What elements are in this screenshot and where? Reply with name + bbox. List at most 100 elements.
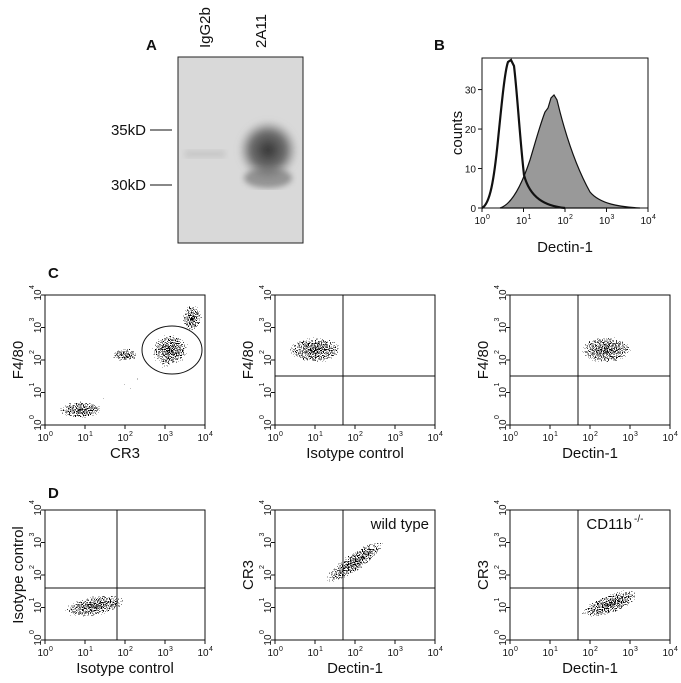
y-tick-label: 10	[263, 289, 274, 301]
y-tick-exponent: 1	[259, 383, 266, 387]
annotation-superscript: -/-	[634, 514, 643, 525]
y-axis-label: F4/80	[10, 341, 27, 379]
x-tick-exponent: 4	[439, 646, 443, 653]
x-tick-exponent: 3	[634, 646, 638, 653]
y-tick-exponent: 2	[29, 350, 36, 354]
x-tick-label: 10	[117, 433, 129, 444]
y-tick-label: 10	[498, 634, 509, 646]
y-axis-label: counts	[449, 111, 466, 155]
y-tick-label: 20	[465, 125, 477, 136]
x-tick-label: 10	[387, 433, 399, 444]
panel-label: A	[146, 37, 157, 54]
marker-label: 30kD	[111, 177, 146, 194]
x-tick-exponent: 1	[319, 431, 323, 438]
x-tick-label: 10	[197, 648, 209, 659]
x-tick-label: 10	[662, 648, 674, 659]
x-tick-exponent: 3	[399, 646, 403, 653]
quadrants	[45, 295, 670, 640]
x-tick-exponent: 2	[569, 214, 573, 221]
x-tick-label: 10	[557, 216, 569, 227]
y-tick-label: 10	[498, 387, 509, 399]
y-tick-label: 10	[498, 289, 509, 301]
y-tick-exponent: 4	[29, 500, 36, 504]
y-tick-exponent: 4	[259, 500, 266, 504]
x-tick-label: 10	[474, 216, 486, 227]
y-tick-exponent: 0	[259, 415, 266, 419]
x-tick-exponent: 0	[279, 431, 283, 438]
x-tick-label: 10	[157, 433, 169, 444]
x-tick-exponent: 2	[129, 431, 133, 438]
y-tick-label: 10	[33, 354, 44, 366]
x-tick-label: 10	[37, 433, 49, 444]
y-tick-exponent: 3	[259, 533, 266, 537]
y-tick-exponent: 2	[259, 565, 266, 569]
y-axis-label: F4/80	[240, 341, 257, 379]
x-tick-label: 10	[640, 216, 652, 227]
y-tick-exponent: 0	[494, 630, 501, 634]
y-tick-label: 10	[33, 537, 44, 549]
x-tick-exponent: 4	[439, 431, 443, 438]
y-tick-label: 10	[465, 165, 477, 176]
x-tick-label: 10	[307, 433, 319, 444]
x-axis-label: Dectin-1	[562, 445, 618, 462]
y-tick-exponent: 3	[494, 318, 501, 322]
x-tick-label: 10	[542, 648, 554, 659]
x-tick-label: 10	[427, 433, 439, 444]
x-tick-exponent: 2	[594, 431, 598, 438]
y-tick-label: 10	[263, 569, 274, 581]
y-tick-exponent: 0	[259, 630, 266, 634]
y-tick-label: 10	[498, 537, 509, 549]
x-tick-exponent: 4	[652, 214, 656, 221]
y-tick-label: 30	[465, 86, 477, 97]
blot-band	[244, 168, 292, 188]
x-tick-label: 10	[516, 216, 528, 227]
x-tick-exponent: 0	[486, 214, 490, 221]
x-tick-label: 10	[157, 648, 169, 659]
y-axis-label: CR3	[475, 560, 492, 590]
x-tick-exponent: 1	[319, 646, 323, 653]
y-tick-exponent: 3	[29, 318, 36, 322]
x-tick-label: 10	[427, 648, 439, 659]
y-axis-label: CR3	[240, 560, 257, 590]
y-tick-exponent: 1	[29, 383, 36, 387]
x-tick-label: 10	[347, 433, 359, 444]
y-tick-label: 10	[33, 387, 44, 399]
y-tick-exponent: 1	[29, 598, 36, 602]
x-tick-exponent: 4	[209, 646, 213, 653]
x-tick-label: 10	[502, 648, 514, 659]
panel-label: D	[48, 485, 59, 502]
y-tick-label: 10	[263, 322, 274, 334]
blot-band	[185, 150, 225, 158]
gate	[141, 325, 203, 375]
x-tick-label: 10	[77, 648, 89, 659]
y-tick-exponent: 0	[494, 415, 501, 419]
x-tick-label: 10	[502, 433, 514, 444]
x-axis-label: Dectin-1	[327, 660, 383, 677]
x-tick-label: 10	[77, 433, 89, 444]
blot-band	[238, 120, 298, 180]
x-tick-label: 10	[662, 433, 674, 444]
x-tick-label: 10	[267, 433, 279, 444]
x-tick-exponent: 1	[554, 431, 558, 438]
y-tick-exponent: 3	[259, 318, 266, 322]
x-axis-label: Dectin-1	[562, 660, 618, 677]
panel-label: C	[48, 265, 59, 282]
y-tick-exponent: 3	[494, 533, 501, 537]
y-tick-label: 10	[498, 322, 509, 334]
y-tick-label: 10	[33, 504, 44, 516]
y-tick-exponent: 4	[494, 285, 501, 289]
y-tick-exponent: 4	[29, 285, 36, 289]
x-tick-exponent: 4	[674, 646, 678, 653]
x-tick-label: 10	[582, 648, 594, 659]
y-tick-label: 10	[263, 354, 274, 366]
annotation: wild type	[370, 516, 429, 533]
y-axis-label: F4/80	[475, 341, 492, 379]
x-tick-exponent: 1	[554, 646, 558, 653]
x-tick-label: 10	[307, 648, 319, 659]
y-tick-exponent: 0	[29, 630, 36, 634]
y-tick-label: 10	[498, 569, 509, 581]
x-tick-exponent: 3	[611, 214, 615, 221]
y-tick-label: 10	[33, 419, 44, 431]
y-tick-label: 10	[33, 289, 44, 301]
x-tick-exponent: 1	[89, 431, 93, 438]
